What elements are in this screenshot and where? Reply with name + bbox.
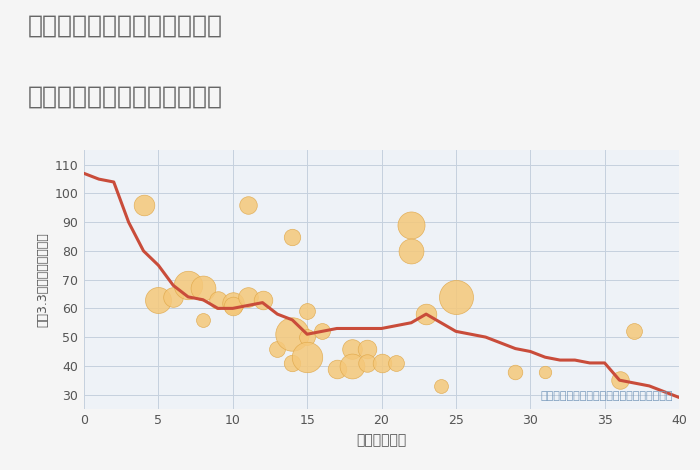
- Point: [346, 362, 357, 369]
- Point: [421, 310, 432, 318]
- Point: [629, 328, 640, 335]
- Point: [287, 233, 298, 240]
- Point: [450, 293, 461, 301]
- Point: [361, 359, 372, 367]
- Text: 築年数別中古マンション価格: 築年数別中古マンション価格: [28, 85, 223, 109]
- Point: [406, 221, 417, 229]
- Point: [510, 368, 521, 376]
- Point: [153, 296, 164, 304]
- Point: [287, 359, 298, 367]
- Point: [302, 307, 313, 315]
- Point: [212, 296, 223, 304]
- Point: [227, 299, 238, 306]
- Point: [540, 368, 551, 376]
- Point: [227, 302, 238, 309]
- Point: [331, 365, 342, 372]
- Point: [257, 296, 268, 304]
- Text: 千葉県千葉市若葉区加曽利町: 千葉県千葉市若葉区加曽利町: [28, 14, 223, 38]
- Point: [183, 282, 194, 289]
- Point: [302, 333, 313, 341]
- Point: [138, 201, 149, 209]
- Point: [242, 201, 253, 209]
- Point: [168, 293, 179, 301]
- X-axis label: 築年数（年）: 築年数（年）: [356, 433, 407, 447]
- Point: [435, 382, 447, 390]
- Y-axis label: 坪（3.3㎡）単価（万円）: 坪（3.3㎡）単価（万円）: [36, 232, 49, 327]
- Point: [614, 376, 625, 384]
- Point: [376, 359, 387, 367]
- Point: [302, 353, 313, 361]
- Point: [197, 316, 209, 324]
- Text: 円の大きさは、取引のあった物件面積を示す: 円の大きさは、取引のあった物件面積を示す: [540, 391, 673, 401]
- Point: [197, 284, 209, 292]
- Point: [361, 345, 372, 352]
- Point: [242, 293, 253, 301]
- Point: [316, 328, 328, 335]
- Point: [391, 359, 402, 367]
- Point: [287, 330, 298, 338]
- Point: [406, 247, 417, 255]
- Point: [346, 345, 357, 352]
- Point: [272, 345, 283, 352]
